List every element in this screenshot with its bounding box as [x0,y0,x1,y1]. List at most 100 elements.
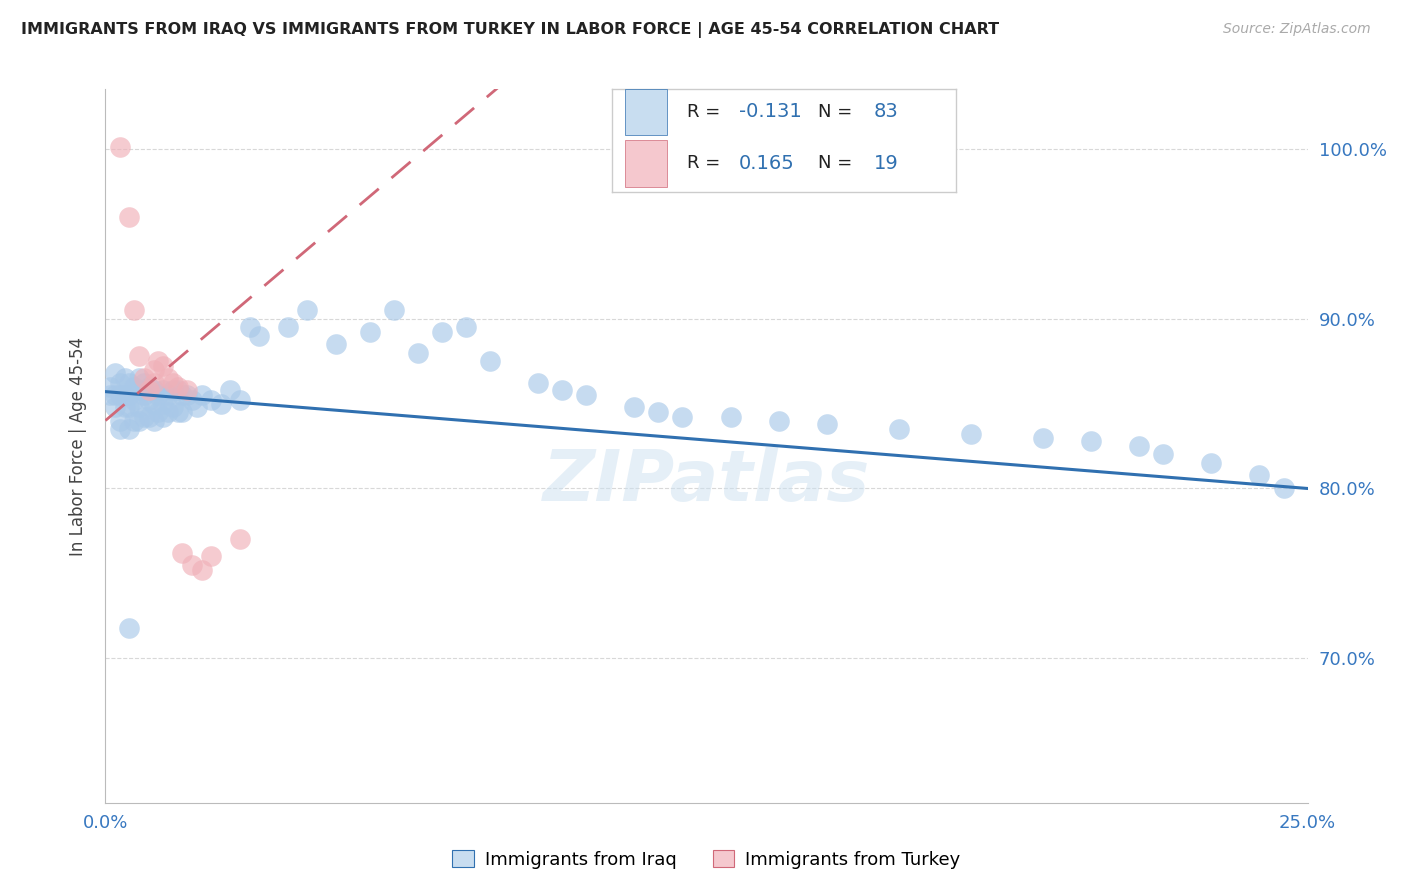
Point [98,388,121,402]
Point [152,359,174,373]
Point [108,413,131,427]
Point [124,303,146,318]
Point [815,417,838,431]
Point [148,354,170,368]
Point [118,210,141,224]
Point [138,379,160,393]
Point [1201,456,1223,470]
Point [1128,439,1150,453]
Text: R =: R = [688,103,727,120]
Point [128,413,150,427]
Point [138,410,160,425]
Point [132,371,155,385]
Point [118,376,141,391]
Point [1272,482,1295,496]
Text: IMMIGRANTS FROM IRAQ VS IMMIGRANTS FROM TURKEY IN LABOR FORCE | AGE 45-54 CORREL: IMMIGRANTS FROM IRAQ VS IMMIGRANTS FROM … [21,22,1000,38]
Point [118,400,141,414]
Point [152,410,174,425]
Point [152,396,174,410]
Point [148,388,170,402]
Point [887,422,910,436]
Point [1080,434,1102,448]
Point [104,388,127,402]
Point [148,405,170,419]
Point [229,533,252,547]
Point [181,558,204,572]
Point [359,325,381,339]
Point [152,383,174,397]
Point [551,383,574,397]
Point [181,393,204,408]
Point [162,400,184,414]
Point [108,376,131,391]
Point [98,379,121,393]
Text: 83: 83 [873,103,898,121]
Point [142,362,165,376]
Point [176,388,198,402]
Point [172,405,194,419]
Text: Source: ZipAtlas.com: Source: ZipAtlas.com [1223,22,1371,37]
Point [720,410,742,425]
Text: 0.165: 0.165 [740,153,794,172]
Text: -0.131: -0.131 [740,103,801,121]
Point [382,303,405,318]
Text: N =: N = [818,103,858,120]
Point [200,393,222,408]
Point [277,320,299,334]
Point [166,379,188,393]
Point [138,393,160,408]
Point [114,388,136,402]
Point [575,388,598,402]
Point [671,410,693,425]
Point [454,320,477,334]
Point [430,325,453,339]
Point [162,383,184,397]
Point [200,549,222,564]
Point [118,621,141,635]
Point [128,371,150,385]
Point [647,405,669,419]
Point [114,400,136,414]
Point [479,354,502,368]
Point [166,383,188,397]
Point [297,303,319,318]
Text: N =: N = [818,154,858,172]
Point [142,383,165,397]
Point [142,396,165,410]
Point [325,337,347,351]
Point [142,376,165,391]
Point [124,379,146,393]
Point [104,400,127,414]
Point [176,383,198,397]
Legend: Immigrants from Iraq, Immigrants from Turkey: Immigrants from Iraq, Immigrants from Tu… [446,843,967,876]
Point [132,410,155,425]
Point [172,546,194,560]
Point [142,413,165,427]
Point [239,320,262,334]
Point [190,388,212,402]
Point [1152,448,1174,462]
Point [138,383,160,397]
Point [118,388,141,402]
Point [186,400,208,414]
Point [247,328,270,343]
Point [156,371,179,385]
Point [768,413,790,427]
Point [209,396,232,410]
Point [114,371,136,385]
Point [128,400,150,414]
Point [1249,467,1271,482]
Point [162,376,184,391]
Point [219,383,242,397]
Point [190,563,212,577]
Point [132,388,155,402]
Point [104,366,127,380]
Point [156,405,179,419]
Point [166,405,188,419]
Point [172,388,194,402]
Point [623,400,645,414]
Point [108,140,131,154]
Point [124,393,146,408]
Text: ZIPatlas: ZIPatlas [543,447,870,516]
FancyBboxPatch shape [626,89,666,136]
